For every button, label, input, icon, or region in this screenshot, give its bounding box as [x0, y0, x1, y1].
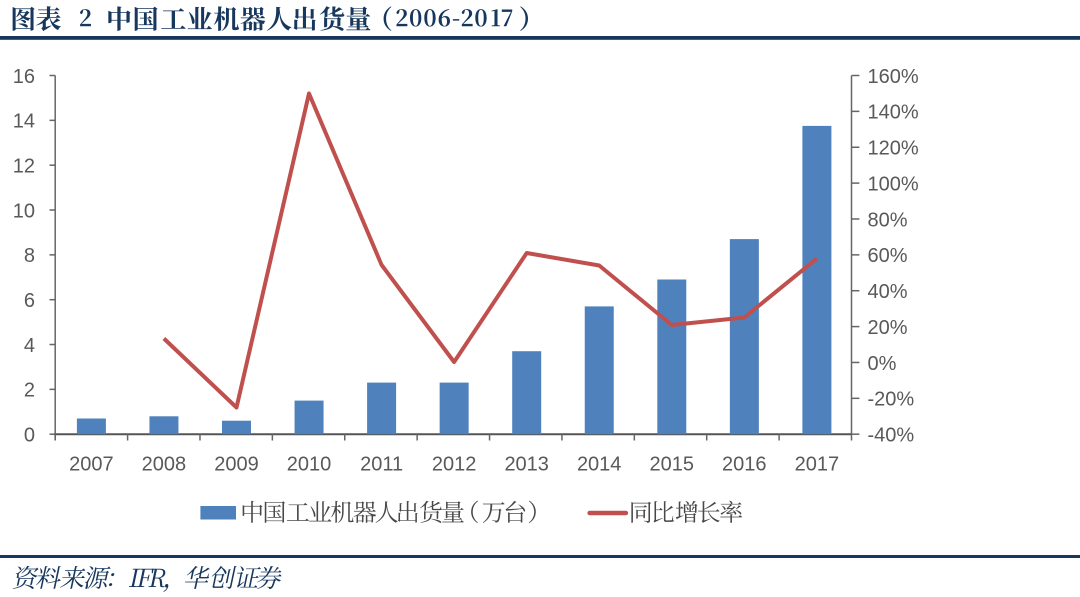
svg-text:100%: 100%	[868, 173, 919, 195]
svg-text:2: 2	[24, 380, 35, 402]
svg-text:2013: 2013	[504, 453, 549, 475]
svg-text:16: 16	[13, 66, 35, 88]
svg-text:4: 4	[24, 335, 35, 357]
svg-text:60%: 60%	[868, 245, 908, 267]
svg-text:2017: 2017	[795, 453, 840, 475]
svg-text:0: 0	[24, 425, 35, 447]
svg-text:120%: 120%	[868, 138, 919, 160]
svg-text:-40%: -40%	[868, 425, 915, 447]
svg-text:-20%: -20%	[868, 389, 915, 411]
svg-text:2009: 2009	[214, 453, 259, 475]
svg-text:0%: 0%	[868, 353, 897, 375]
svg-text:20%: 20%	[868, 317, 908, 339]
svg-text:2012: 2012	[432, 453, 477, 475]
svg-text:40%: 40%	[868, 281, 908, 303]
svg-text:80%: 80%	[868, 209, 908, 231]
svg-text:6: 6	[24, 290, 35, 312]
svg-text:2010: 2010	[287, 453, 332, 475]
svg-text:140%: 140%	[868, 102, 919, 124]
svg-text:2015: 2015	[650, 453, 695, 475]
svg-text:2014: 2014	[577, 453, 622, 475]
svg-text:2016: 2016	[722, 453, 767, 475]
svg-text:2008: 2008	[142, 453, 187, 475]
svg-text:14: 14	[13, 111, 35, 133]
svg-text:8: 8	[24, 245, 35, 267]
svg-text:160%: 160%	[868, 66, 919, 88]
svg-text:10: 10	[13, 200, 35, 222]
svg-text:2011: 2011	[360, 453, 403, 475]
svg-text:12: 12	[13, 156, 35, 178]
svg-text:2007: 2007	[69, 453, 114, 475]
